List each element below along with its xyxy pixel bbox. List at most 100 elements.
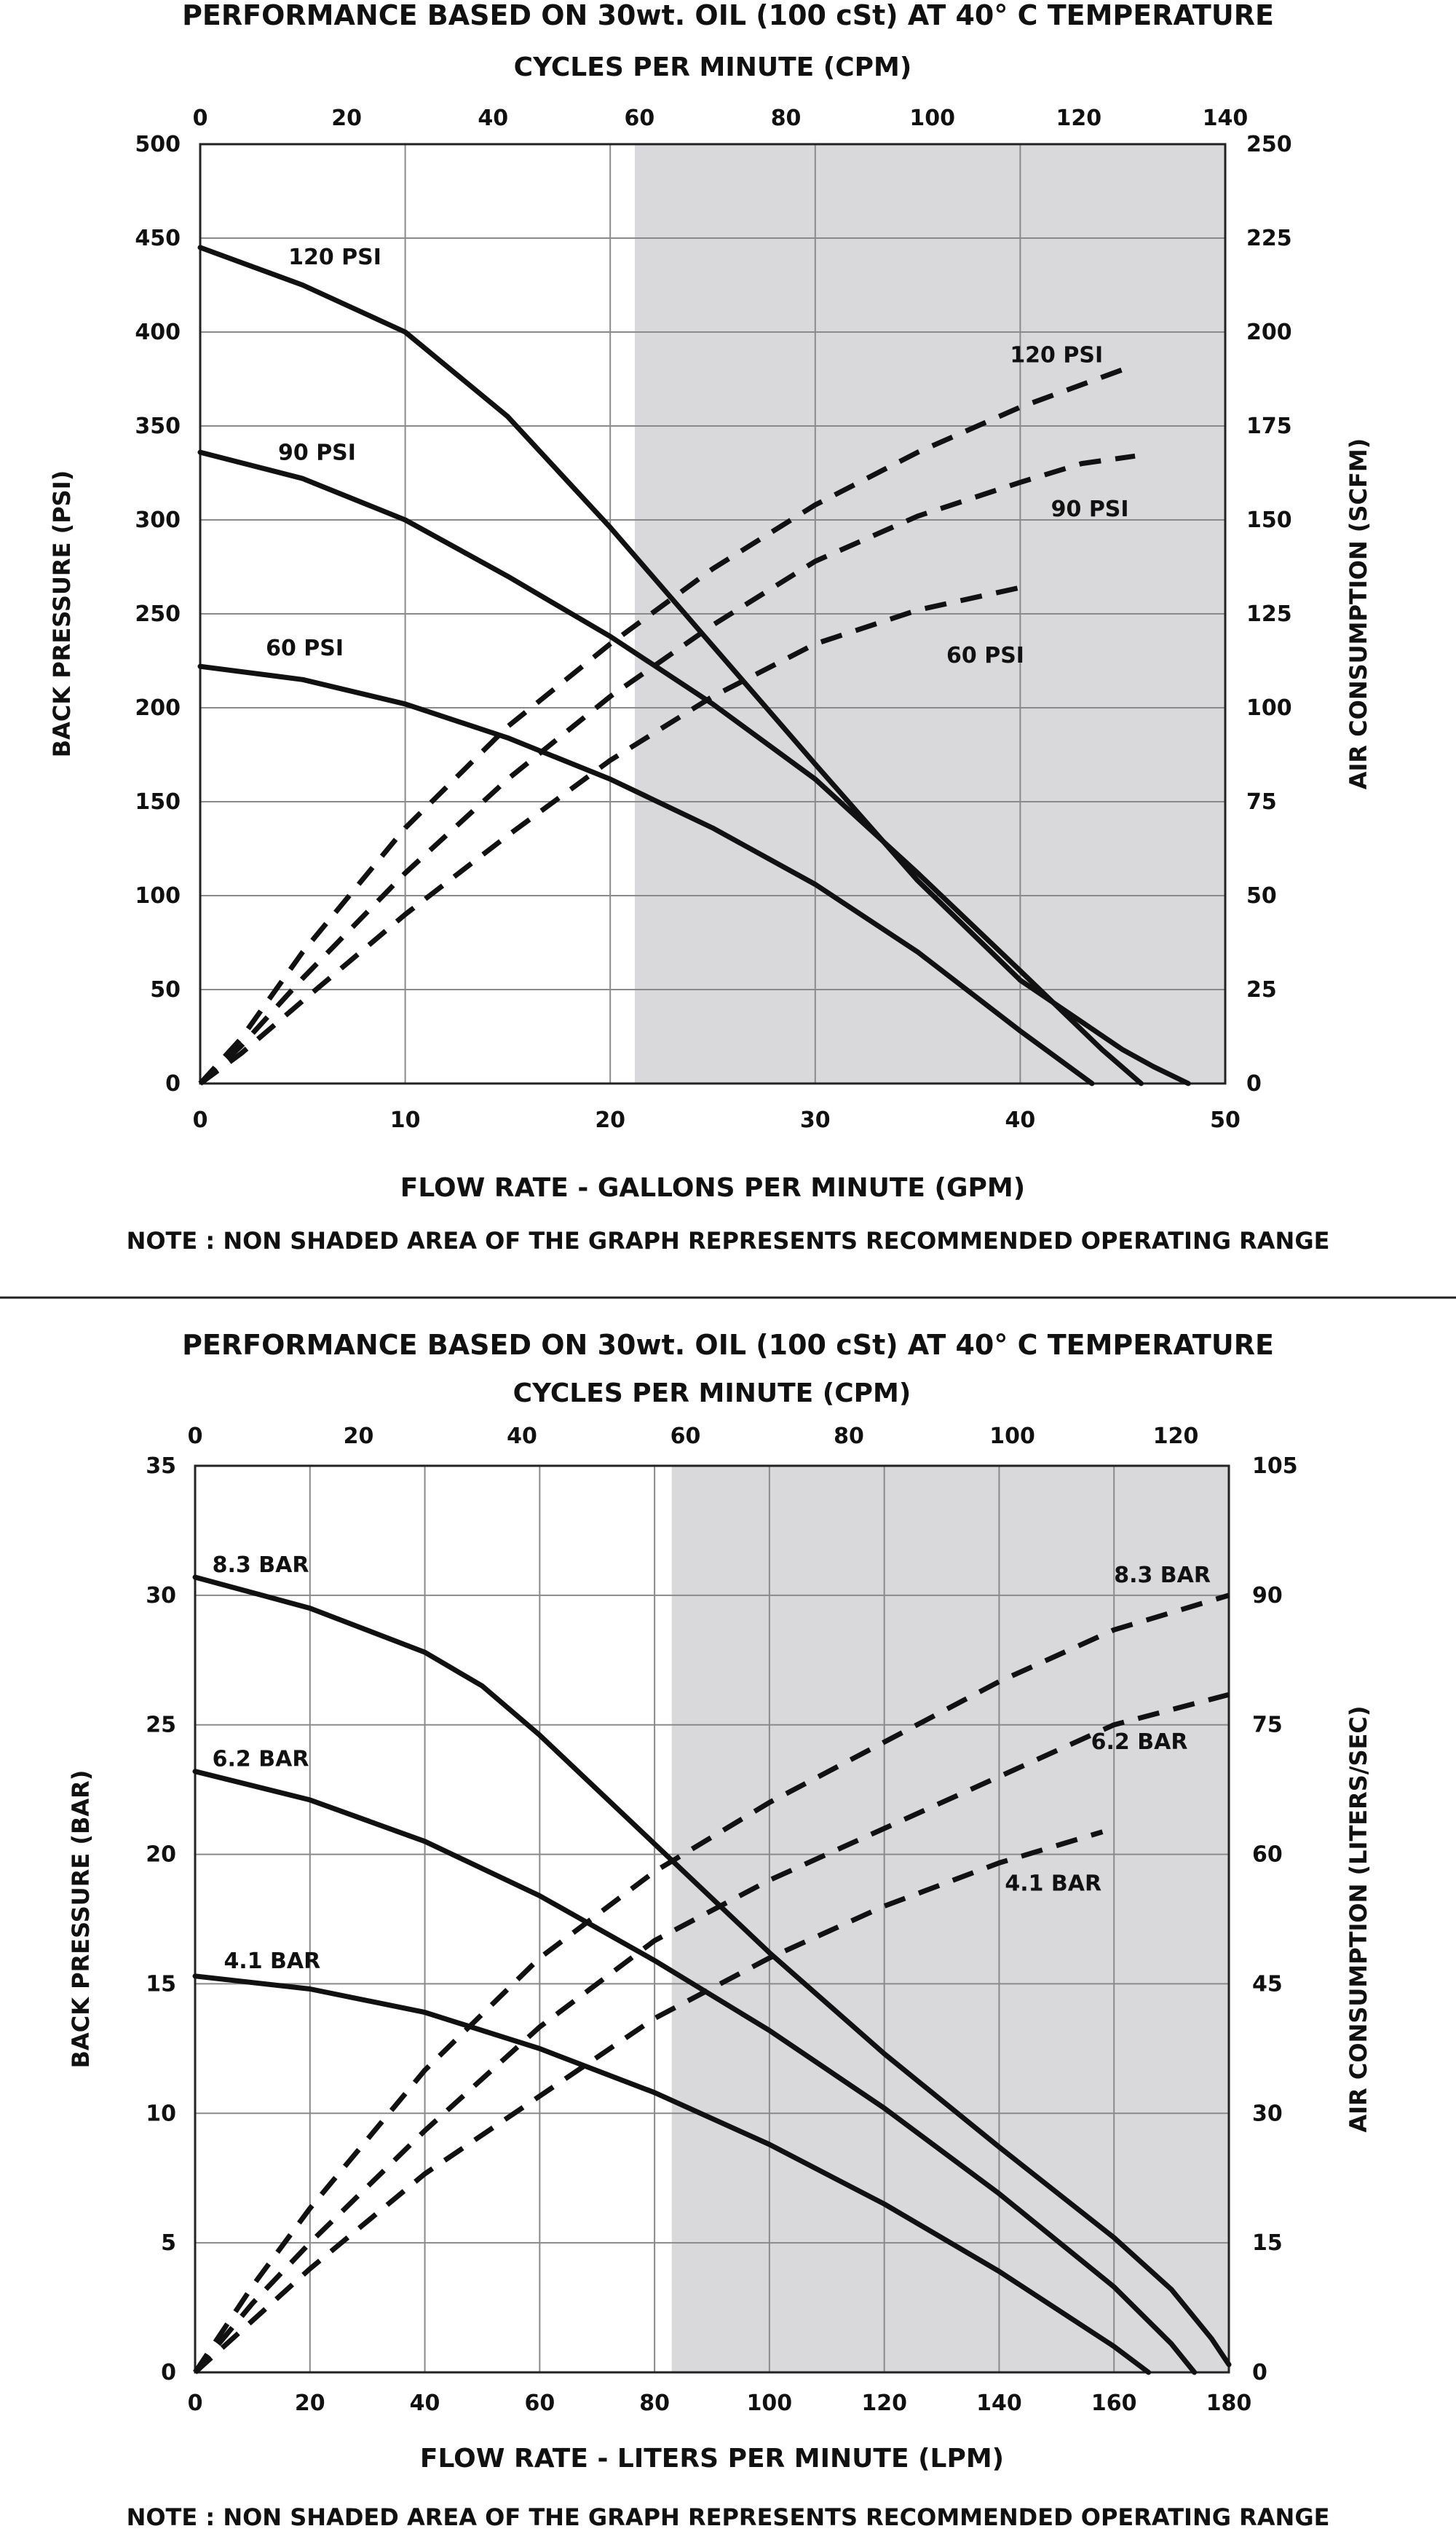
- x-tick-label: 160: [1091, 2391, 1137, 2416]
- y-tick-label: 25: [146, 1713, 176, 1738]
- x-tick-label: 180: [1206, 2391, 1252, 2416]
- air-curve-label-8-3-bar: 8.3 BAR: [1114, 1563, 1211, 1588]
- x-tick-label: 60: [524, 2391, 555, 2416]
- air-consumption-curve-60-psi: [198, 585, 1021, 1086]
- y-tick-label: 450: [135, 226, 181, 251]
- y-tick-label: 15: [146, 1971, 176, 1997]
- y-tick-label: 0: [161, 2360, 176, 2385]
- pressure-curve-label-8-3-bar: 8.3 BAR: [213, 1552, 309, 1578]
- y-tick-label: 150: [135, 789, 181, 815]
- y-axis-title: BACK PRESSURE (PSI): [48, 470, 76, 757]
- x-tick-label: 20: [295, 2391, 325, 2416]
- y2-tick-label: 100: [1246, 695, 1292, 721]
- top-tick-label: 60: [670, 1424, 701, 1449]
- top-tick-label: 80: [771, 106, 802, 131]
- top-tick-label: 40: [507, 1424, 537, 1449]
- top-tick-label: 120: [1153, 1424, 1199, 1449]
- y-tick-label: 200: [135, 695, 181, 721]
- top-tick-label: 60: [625, 106, 655, 131]
- air-curve-label-90-psi: 90 PSI: [1051, 497, 1129, 522]
- y2-tick-label: 0: [1252, 2360, 1267, 2385]
- top-tick-label: 100: [909, 106, 955, 131]
- y2-tick-label: 225: [1246, 226, 1292, 251]
- x-axis-title: FLOW RATE - LITERS PER MINUTE (LPM): [420, 2444, 1004, 2474]
- air-consumption-curve-120-psi: [198, 363, 1136, 1086]
- y-tick-label: 350: [135, 414, 181, 439]
- y2-tick-label: 75: [1246, 789, 1277, 815]
- air-curve-label-4-1-bar: 4.1 BAR: [1005, 1871, 1101, 1896]
- y-tick-label: 30: [146, 1583, 176, 1609]
- plot-frame: [194, 1464, 1230, 2374]
- top-tick-label: 0: [193, 106, 208, 131]
- back-pressure-curve-8-3-bar: [192, 1574, 1232, 2367]
- pressure-curve-label-120-psi: 120 PSI: [288, 245, 381, 270]
- y-tick-label: 400: [135, 320, 181, 345]
- x-tick-label: 100: [747, 2391, 793, 2416]
- x-tick-label: 50: [1210, 1108, 1241, 1133]
- x-axis-title: FLOW RATE - GALLONS PER MINUTE (GPM): [400, 1173, 1025, 1203]
- y2-tick-label: 25: [1246, 977, 1277, 1003]
- range-note: NOTE : NON SHADED AREA OF THE GRAPH REPR…: [127, 2503, 1330, 2531]
- y-tick-label: 500: [135, 132, 181, 157]
- pressure-curve-label-4-1-bar: 4.1 BAR: [223, 1949, 320, 1974]
- y2-tick-label: 150: [1246, 508, 1292, 533]
- x-tick-label: 0: [193, 1108, 208, 1133]
- chart-1: PERFORMANCE BASED ON 30wt. OIL (100 cSt)…: [48, 0, 1372, 1255]
- top-tick-label: 80: [834, 1424, 864, 1449]
- top-tick-label: 20: [331, 106, 362, 131]
- top-tick-label: 20: [344, 1424, 374, 1449]
- top-axis-title: CYCLES PER MINUTE (CPM): [513, 1378, 911, 1408]
- x-tick-label: 40: [410, 2391, 440, 2416]
- pressure-curve-label-60-psi: 60 PSI: [266, 636, 344, 661]
- y-tick-label: 250: [135, 601, 181, 627]
- air-curve-label-60-psi: 60 PSI: [946, 643, 1024, 668]
- y2-tick-label: 250: [1246, 132, 1292, 157]
- y-tick-label: 20: [146, 1842, 176, 1868]
- y2-tick-label: 60: [1252, 1842, 1283, 1868]
- plot-frame: [199, 143, 1227, 1085]
- top-tick-label: 120: [1056, 106, 1102, 131]
- range-note: NOTE : NON SHADED AREA OF THE GRAPH REPR…: [127, 1227, 1330, 1255]
- air-curve-label-120-psi: 120 PSI: [1010, 342, 1103, 368]
- air-consumption-curve-4-1-bar: [193, 1829, 1104, 2375]
- x-tick-label: 140: [976, 2391, 1022, 2416]
- x-tick-label: 20: [595, 1108, 625, 1133]
- y-tick-label: 300: [135, 508, 181, 533]
- y2-tick-label: 105: [1252, 1453, 1298, 1479]
- y-tick-label: 35: [146, 1453, 176, 1479]
- y2-tick-label: 75: [1252, 1713, 1283, 1738]
- pressure-curve-label-90-psi: 90 PSI: [278, 440, 356, 465]
- x-tick-label: 10: [390, 1108, 421, 1133]
- air-curve-label-6-2-bar: 6.2 BAR: [1091, 1729, 1188, 1755]
- x-tick-label: 120: [861, 2391, 907, 2416]
- y2-tick-label: 0: [1246, 1071, 1262, 1097]
- y-tick-label: 10: [146, 2101, 176, 2126]
- y2-axis-title: AIR CONSUMPTION (LITERS/SEC): [1345, 1705, 1372, 2132]
- top-tick-label: 0: [188, 1424, 203, 1449]
- y-tick-label: 5: [161, 2230, 176, 2256]
- air-consumption-curve-90-psi: [198, 453, 1136, 1086]
- x-tick-label: 0: [188, 2391, 203, 2416]
- x-tick-label: 30: [800, 1108, 831, 1133]
- y-tick-label: 50: [150, 977, 181, 1003]
- x-tick-label: 80: [639, 2391, 670, 2416]
- y2-tick-label: 45: [1252, 1971, 1283, 1997]
- top-tick-label: 40: [478, 106, 508, 131]
- chart-title: PERFORMANCE BASED ON 30wt. OIL (100 cSt)…: [182, 1329, 1274, 1361]
- chart-title: PERFORMANCE BASED ON 30wt. OIL (100 cSt)…: [182, 0, 1274, 31]
- air-consumption-curve-6-2-bar: [193, 1692, 1230, 2375]
- y2-tick-label: 200: [1246, 320, 1292, 345]
- y2-tick-label: 90: [1252, 1583, 1283, 1609]
- y2-axis-title: AIR CONSUMPTION (SCFM): [1345, 438, 1372, 790]
- top-tick-label: 100: [989, 1424, 1035, 1449]
- y2-tick-label: 175: [1246, 414, 1292, 439]
- shaded-region: [671, 1466, 1229, 2372]
- top-axis-title: CYCLES PER MINUTE (CPM): [514, 52, 912, 82]
- y-tick-label: 100: [135, 883, 181, 909]
- y-tick-label: 0: [165, 1071, 181, 1097]
- y-axis-title: BACK PRESSURE (BAR): [67, 1770, 95, 2069]
- y2-tick-label: 30: [1252, 2101, 1283, 2126]
- back-pressure-curve-120-psi: [197, 245, 1191, 1086]
